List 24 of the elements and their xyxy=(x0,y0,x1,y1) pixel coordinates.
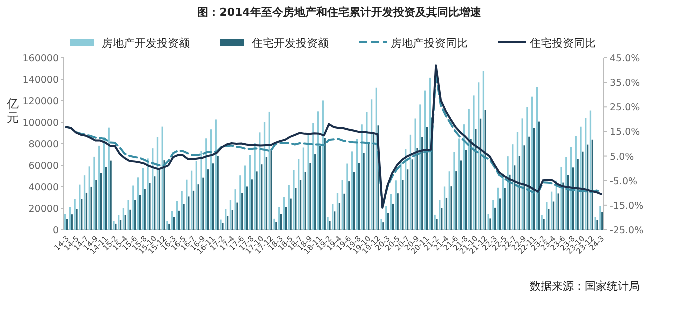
y-tick-label: 20000 xyxy=(28,204,59,215)
y2-tick-label: -5.0% xyxy=(610,176,638,188)
y-tick-label: 100000 xyxy=(22,118,59,129)
y-tick-label: 80000 xyxy=(28,140,59,150)
source-note: 数据来源：国家统计局 xyxy=(530,280,640,293)
y2-tick-label: -25.0% xyxy=(610,226,644,236)
legend-label: 住宅投资同比 xyxy=(530,37,596,50)
y-axis-title: 亿元 xyxy=(6,97,19,125)
legend-label: 房地产开发投资额 xyxy=(102,37,190,50)
y2-tick-label: 45.0% xyxy=(610,54,640,64)
y-tick-label: 120000 xyxy=(22,96,59,108)
legend-label: 房地产投资同比 xyxy=(391,37,468,50)
y-tick-label: 0 xyxy=(52,226,59,236)
y2-tick-label: 35.0% xyxy=(610,78,640,90)
chart-title: 图：2014年至今房地产和住宅累计开发投资及其同比增速 xyxy=(198,6,482,19)
y-tick-label: 140000 xyxy=(22,75,59,86)
legend-label: 住宅开发投资额 xyxy=(252,37,329,50)
y-tick-label: 160000 xyxy=(22,54,59,64)
y2-tick-label: -15.0% xyxy=(610,200,644,212)
y2-tick-label: 5.0% xyxy=(610,152,634,163)
y-tick-label: 60000 xyxy=(28,161,59,172)
y2-tick-label: 15.0% xyxy=(610,127,640,138)
y2-tick-label: 25.0% xyxy=(610,102,640,114)
y-tick-label: 40000 xyxy=(28,182,59,194)
